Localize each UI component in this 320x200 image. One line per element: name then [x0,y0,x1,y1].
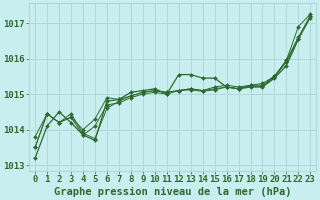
X-axis label: Graphe pression niveau de la mer (hPa): Graphe pression niveau de la mer (hPa) [54,186,292,197]
